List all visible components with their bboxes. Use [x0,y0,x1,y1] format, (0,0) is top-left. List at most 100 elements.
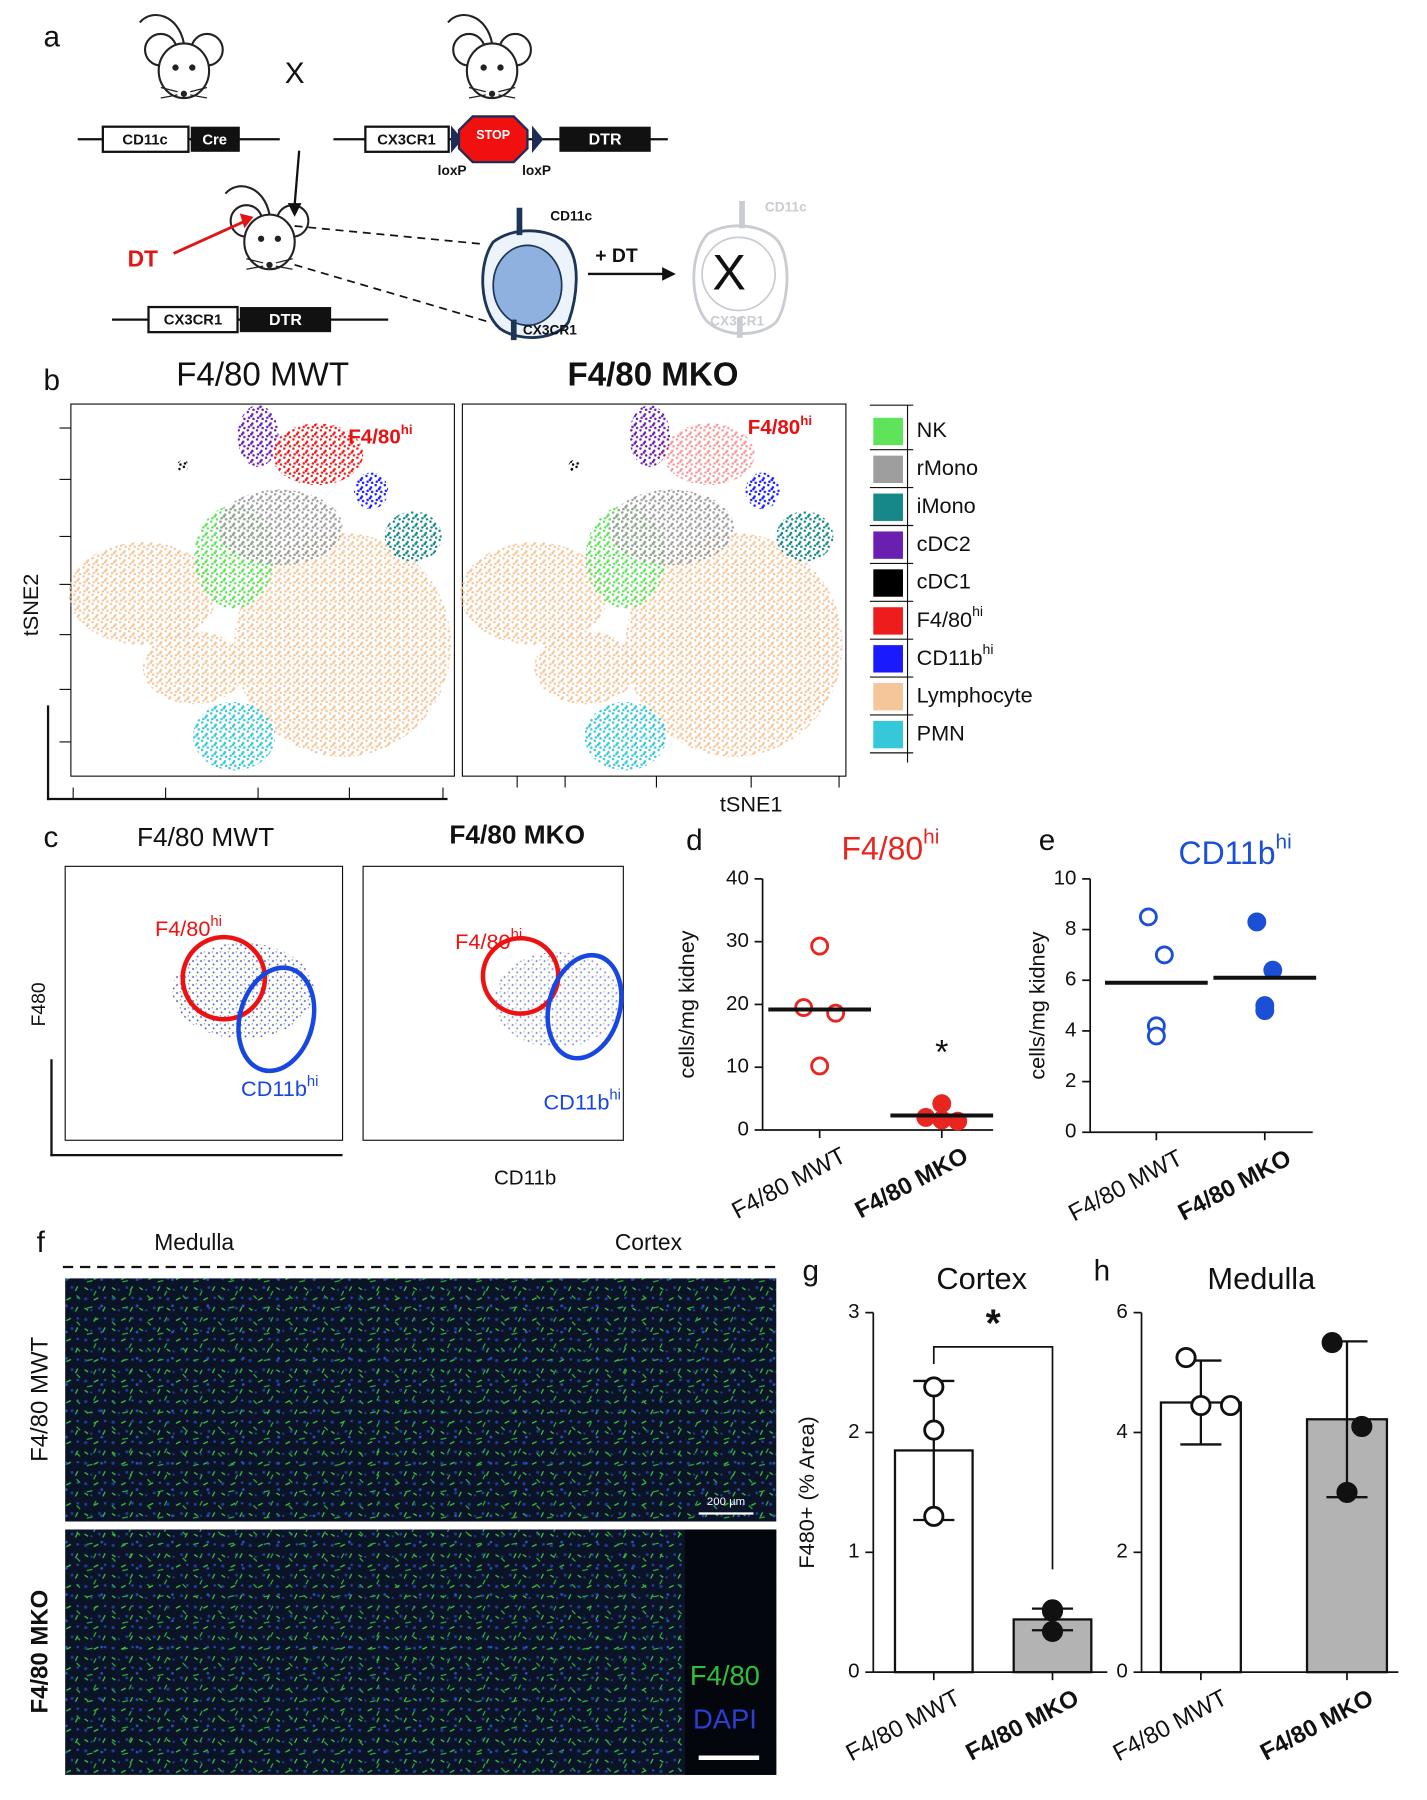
tsne-cluster [271,423,364,486]
region-label: Medulla [154,1229,234,1255]
label-sup: hi [800,412,812,427]
data-point [1041,1600,1064,1622]
gate [180,934,268,1022]
tsne-cluster [745,472,780,510]
x-tick-label: F4/80 MWT [727,1142,850,1225]
data-point [1175,1347,1197,1369]
legend-label: PMN [917,720,965,745]
x-tick-label: F4/80 MWT [1109,1684,1232,1767]
data-point [923,1376,945,1398]
gate-label: F4/80hi [455,927,522,954]
legend-swatch [873,417,903,446]
arrow [173,220,245,255]
significance: * [935,1034,948,1072]
gene-label: Cre [202,132,227,148]
y-tick-label: 8 [1065,917,1076,940]
gate-label-base: CD11b [544,1089,610,1114]
data-point [1219,1394,1242,1417]
legend-swatch [873,455,903,484]
label: CD11bhi [917,641,994,670]
label-sup: hi [401,422,413,437]
legend-swatch [873,531,903,559]
tsne-cluster [460,542,609,645]
stain-label: DAPI [693,1703,757,1734]
gene-label: CX3CR1 [164,313,223,329]
legend-label: rMono [917,455,978,480]
label-base: CD11b [1179,835,1276,871]
data-point [810,936,830,956]
loxp-label: loxP [522,163,551,178]
tsne-cluster [534,631,638,705]
y-tick-label: 6 [1065,968,1076,991]
legend-swatch [873,720,903,749]
data-point [1321,1332,1343,1354]
dashed-line [294,263,489,323]
y-tick-label: 2 [848,1420,859,1443]
mouse-icon [138,13,224,100]
gene-label: CX3CR1 [377,132,436,148]
y-tick-label: 1 [848,1540,859,1563]
legend-swatch [873,645,903,673]
gene-box [239,307,332,333]
gate-label-base: F4/80 [455,929,510,954]
x-tick-label: F4/80 MKO [851,1142,973,1224]
data-point [1336,1481,1358,1503]
marker-label: CX3CR1 [523,323,577,338]
label-base: CD11b [917,645,983,670]
data-point [923,1419,945,1441]
panel-label: d [686,824,703,857]
micrograph-overlay [65,1278,777,1522]
y-tick-label: 2 [1116,1540,1127,1563]
tsne-cluster [384,511,442,562]
label: CD11bhi [1179,831,1292,872]
y-tick-label: 4 [1065,1018,1076,1041]
plot-title: F4/80 MWT [137,822,274,852]
data-point [1041,1620,1064,1642]
legend-label: NK [917,417,948,442]
panel-label: a [43,21,60,54]
data-point [1146,1026,1166,1046]
x-tick-label: F4/80 MWT [1064,1144,1187,1227]
legend-swatch [873,493,903,521]
y-tick-label: 10 [726,1055,749,1078]
axis-label: tSNE1 [720,792,783,817]
region-label: Cortex [615,1229,683,1255]
scale-label: 200 µm [707,1496,745,1508]
arrow [293,150,301,206]
gene-box [101,125,190,153]
bar [1159,1401,1242,1674]
data-point [932,1094,952,1114]
x-tick-label: F4/80 MKO [1174,1144,1296,1226]
loxp-label: loxP [438,163,467,178]
tsne-cluster [568,459,580,472]
data-point [1263,960,1283,980]
label-base: F4/80 [748,417,801,440]
gate [236,965,317,1074]
nucleus [492,244,563,327]
y-tick-label: 0 [1116,1660,1127,1683]
y-tick-label: 40 [726,866,749,889]
tsne-cluster [353,472,389,510]
panel-label: h [1094,1255,1111,1288]
gate-label-sup: hi [609,1088,621,1104]
tsne-cluster [216,489,343,565]
loxp-site [450,125,463,153]
marker-label: CD11c [765,199,807,214]
arrowhead [239,213,254,229]
ablated-mark: X [712,244,746,300]
panel-label: c [43,821,58,854]
legend-swatch [873,683,903,711]
tsne-cluster [608,489,735,565]
label-sup: hi [923,826,939,849]
gene-label: STOP [476,128,510,142]
y-tick-label: 2 [1065,1069,1076,1092]
y-tick-label: 20 [726,992,749,1015]
legend-label: Lymphocyte [917,682,1033,707]
label-base: F4/80 [917,607,972,632]
gate-label: F4/80hi [155,914,222,941]
data-point [1247,912,1267,932]
label: F4/80hi [748,412,812,439]
legend-swatch [873,607,903,635]
gene-label: CD11c [122,132,167,148]
